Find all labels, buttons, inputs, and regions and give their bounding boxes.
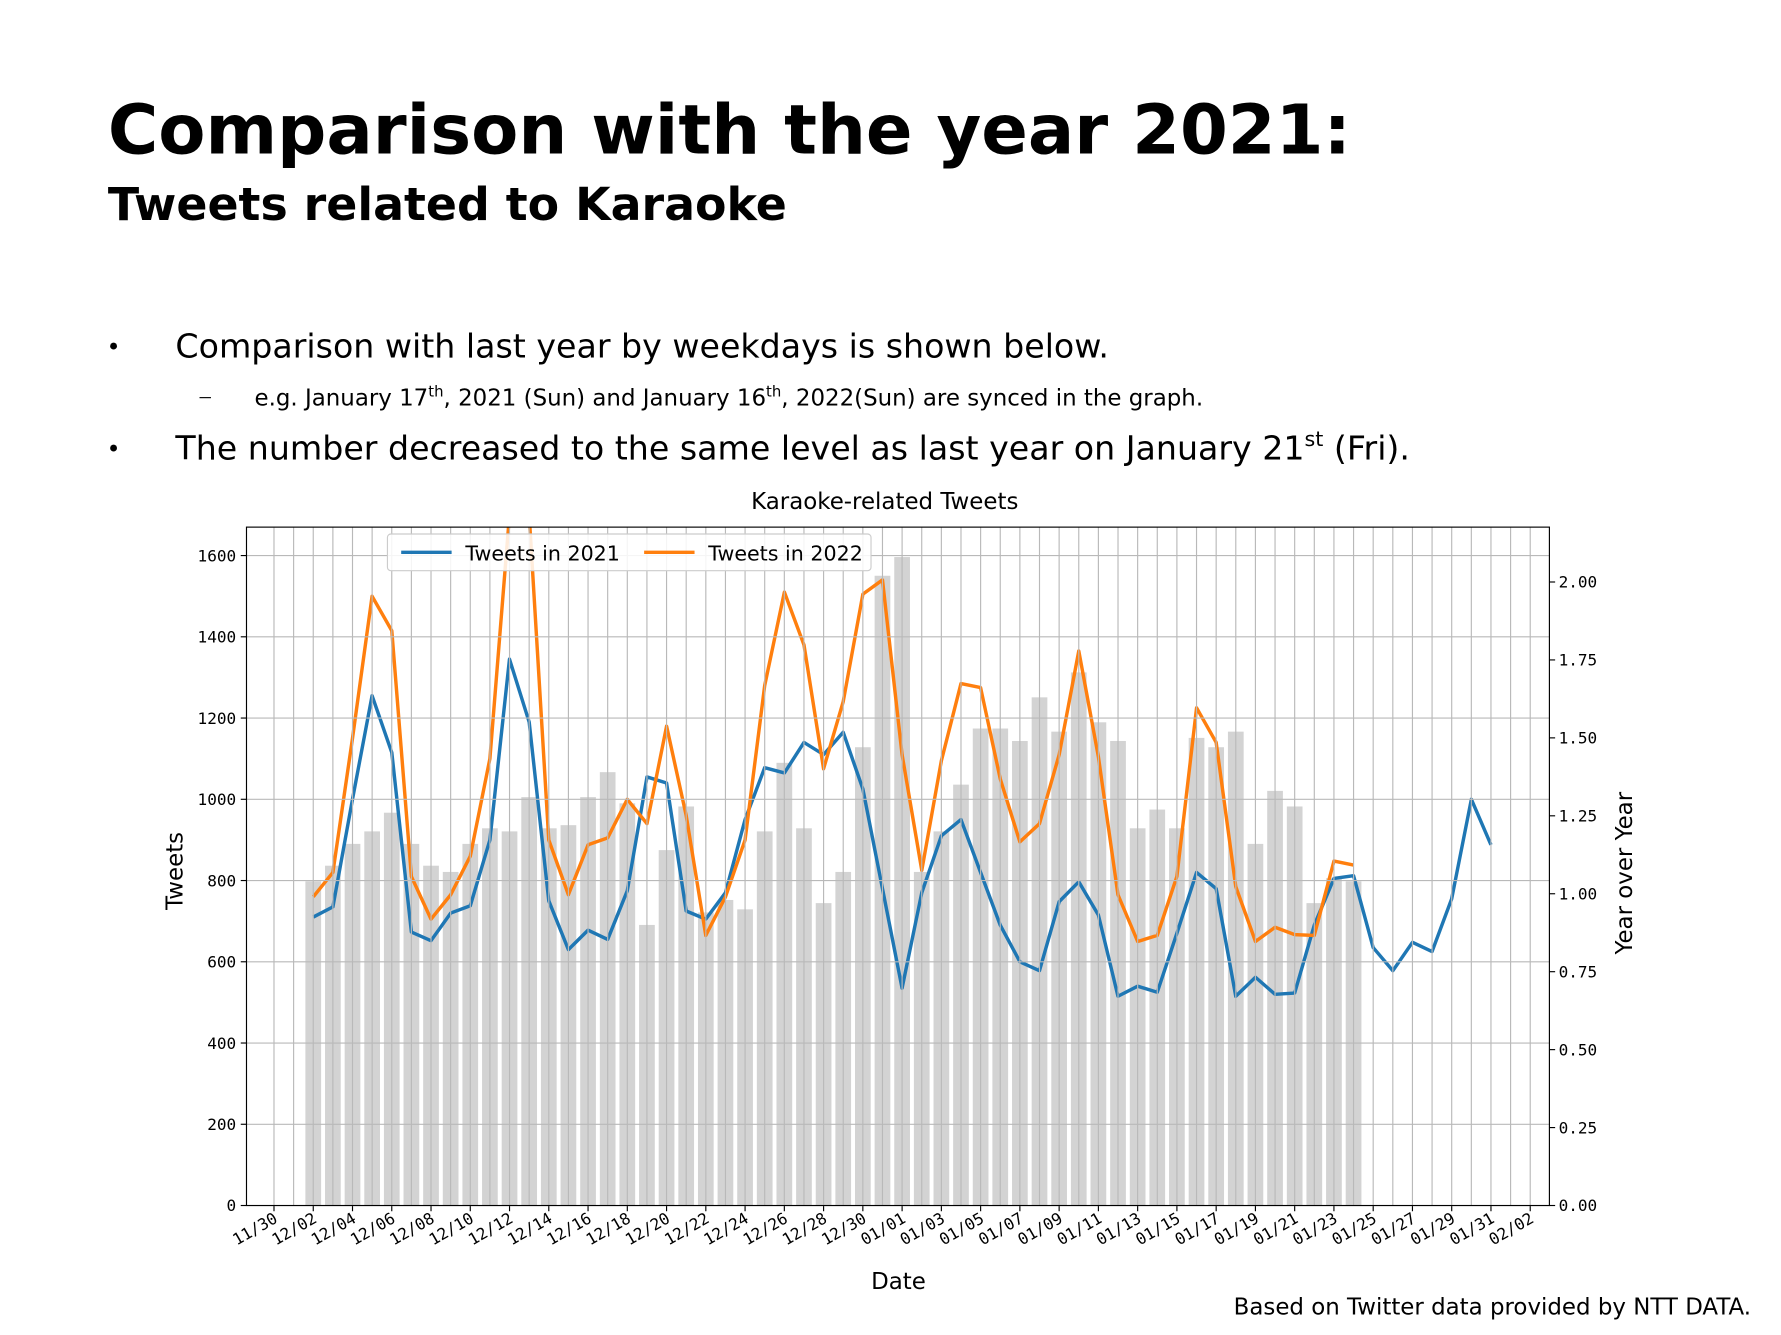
x-tick-label: 12/18 xyxy=(583,1209,634,1250)
x-tick-label: 12/28 xyxy=(779,1209,830,1250)
plot-area xyxy=(305,527,1493,1206)
text-part: , 2021 (Sun) and January 16 xyxy=(444,386,767,412)
y-tick-label: 1200 xyxy=(198,709,237,728)
legend-label: Tweets in 2021 xyxy=(464,541,620,565)
y2-tick-label: 1.75 xyxy=(1559,651,1598,670)
chart-title: Karaoke-related Tweets xyxy=(751,489,1018,515)
y2-tick-label: 0.25 xyxy=(1559,1118,1598,1137)
x-tick-label: 01/21 xyxy=(1250,1209,1301,1250)
superscript: th xyxy=(766,382,781,400)
y2-axis-label: Year over Year xyxy=(1612,791,1638,955)
y2-tick-label: 1.00 xyxy=(1559,884,1598,903)
x-tick-label: 01/11 xyxy=(1054,1209,1105,1250)
x-tick-label: 12/14 xyxy=(504,1209,555,1250)
x-tick-label: 01/17 xyxy=(1171,1209,1222,1250)
legend: Tweets in 2021 Tweets in 2022 xyxy=(386,533,872,572)
x-tick-label: 12/20 xyxy=(622,1209,673,1250)
x-tick-label: 12/02 xyxy=(269,1209,320,1250)
x-tick-label: 02/02 xyxy=(1486,1209,1537,1250)
x-tick-label: 01/29 xyxy=(1407,1209,1458,1250)
y2-tick-label: 2.00 xyxy=(1559,573,1598,592)
x-tick-label: 11/30 xyxy=(229,1209,280,1250)
bullet-text: Comparison with last year by weekdays is… xyxy=(175,327,1109,366)
x-tick-label: 01/13 xyxy=(1093,1209,1144,1250)
slide-subtitle: Tweets related to Karaoke xyxy=(108,177,787,231)
y2-tick-label: 1.50 xyxy=(1559,729,1598,748)
y-tick-label: 400 xyxy=(207,1034,236,1053)
chart: 11/3012/0212/0412/0612/0812/1012/1212/14… xyxy=(198,526,1598,1250)
x-tick-label: 01/05 xyxy=(936,1209,987,1250)
y-tick-label: 200 xyxy=(207,1115,236,1134)
slide-title: Comparison with the year 2021: xyxy=(108,91,1351,171)
x-tick-label: 01/15 xyxy=(1132,1209,1183,1250)
x-tick-label: 12/12 xyxy=(465,1209,516,1250)
y-tick-label: 800 xyxy=(207,871,236,890)
y-axis-label: Tweets xyxy=(162,832,188,911)
y2-tick-label: 0.75 xyxy=(1559,962,1598,981)
line-series xyxy=(311,527,1354,944)
plot-frame xyxy=(245,526,1550,1207)
x-tick-label: 01/23 xyxy=(1289,1209,1340,1250)
x-tick-label: 12/04 xyxy=(308,1209,359,1250)
text-part: The number decreased to the same level a… xyxy=(174,429,1304,468)
y2-tick-label: 0.00 xyxy=(1559,1196,1598,1215)
y-tick-label: 0 xyxy=(227,1196,237,1215)
y-tick-label: 1600 xyxy=(198,546,237,565)
x-tick-label: 12/22 xyxy=(661,1209,712,1250)
superscript: st xyxy=(1305,427,1324,451)
x-tick-label: 01/07 xyxy=(975,1209,1026,1250)
x-tick-label: 01/19 xyxy=(1211,1209,1262,1250)
x-tick-label: 12/10 xyxy=(426,1209,477,1250)
legend-box xyxy=(386,533,872,572)
y2-tick-label: 0.50 xyxy=(1559,1040,1598,1059)
footer-note: Based on Twitter data provided by NTT DA… xyxy=(1234,1294,1751,1320)
text-part: , 2022(Sun) are synced in the graph. xyxy=(781,386,1203,412)
bullet-dot xyxy=(110,444,118,452)
sub-bullet-text: e.g. January 17th, 2021 (Sun) and Januar… xyxy=(255,382,1204,411)
x-tick-label: 12/26 xyxy=(740,1209,791,1250)
x-tick-label: 12/06 xyxy=(347,1209,398,1250)
x-tick-label: 01/31 xyxy=(1446,1209,1497,1250)
y2-tick-label: 1.25 xyxy=(1559,807,1598,826)
x-tick-label: 01/09 xyxy=(1014,1209,1065,1250)
y-tick-label: 1000 xyxy=(198,790,237,809)
x-tick-label: 12/24 xyxy=(700,1209,751,1250)
legend-label: Tweets in 2022 xyxy=(707,541,863,565)
x-tick-label: 01/27 xyxy=(1368,1209,1419,1250)
x-axis-label: Date xyxy=(871,1269,926,1295)
y-tick-label: 1400 xyxy=(198,628,237,647)
x-tick-label: 12/08 xyxy=(386,1209,437,1250)
text-part: (Fri). xyxy=(1323,429,1410,468)
x-tick-label: 12/30 xyxy=(818,1209,869,1250)
bullet-dot xyxy=(110,342,118,350)
text-part: e.g. January 17 xyxy=(255,386,429,412)
superscript: th xyxy=(428,382,443,400)
x-tick-label: 01/25 xyxy=(1328,1209,1379,1250)
y-tick-label: 600 xyxy=(207,953,236,972)
x-tick-label: 01/01 xyxy=(857,1209,908,1250)
bullet-text: The number decreased to the same level a… xyxy=(174,427,1410,468)
x-tick-label: 01/03 xyxy=(897,1209,948,1250)
x-tick-label: 12/16 xyxy=(543,1209,594,1250)
